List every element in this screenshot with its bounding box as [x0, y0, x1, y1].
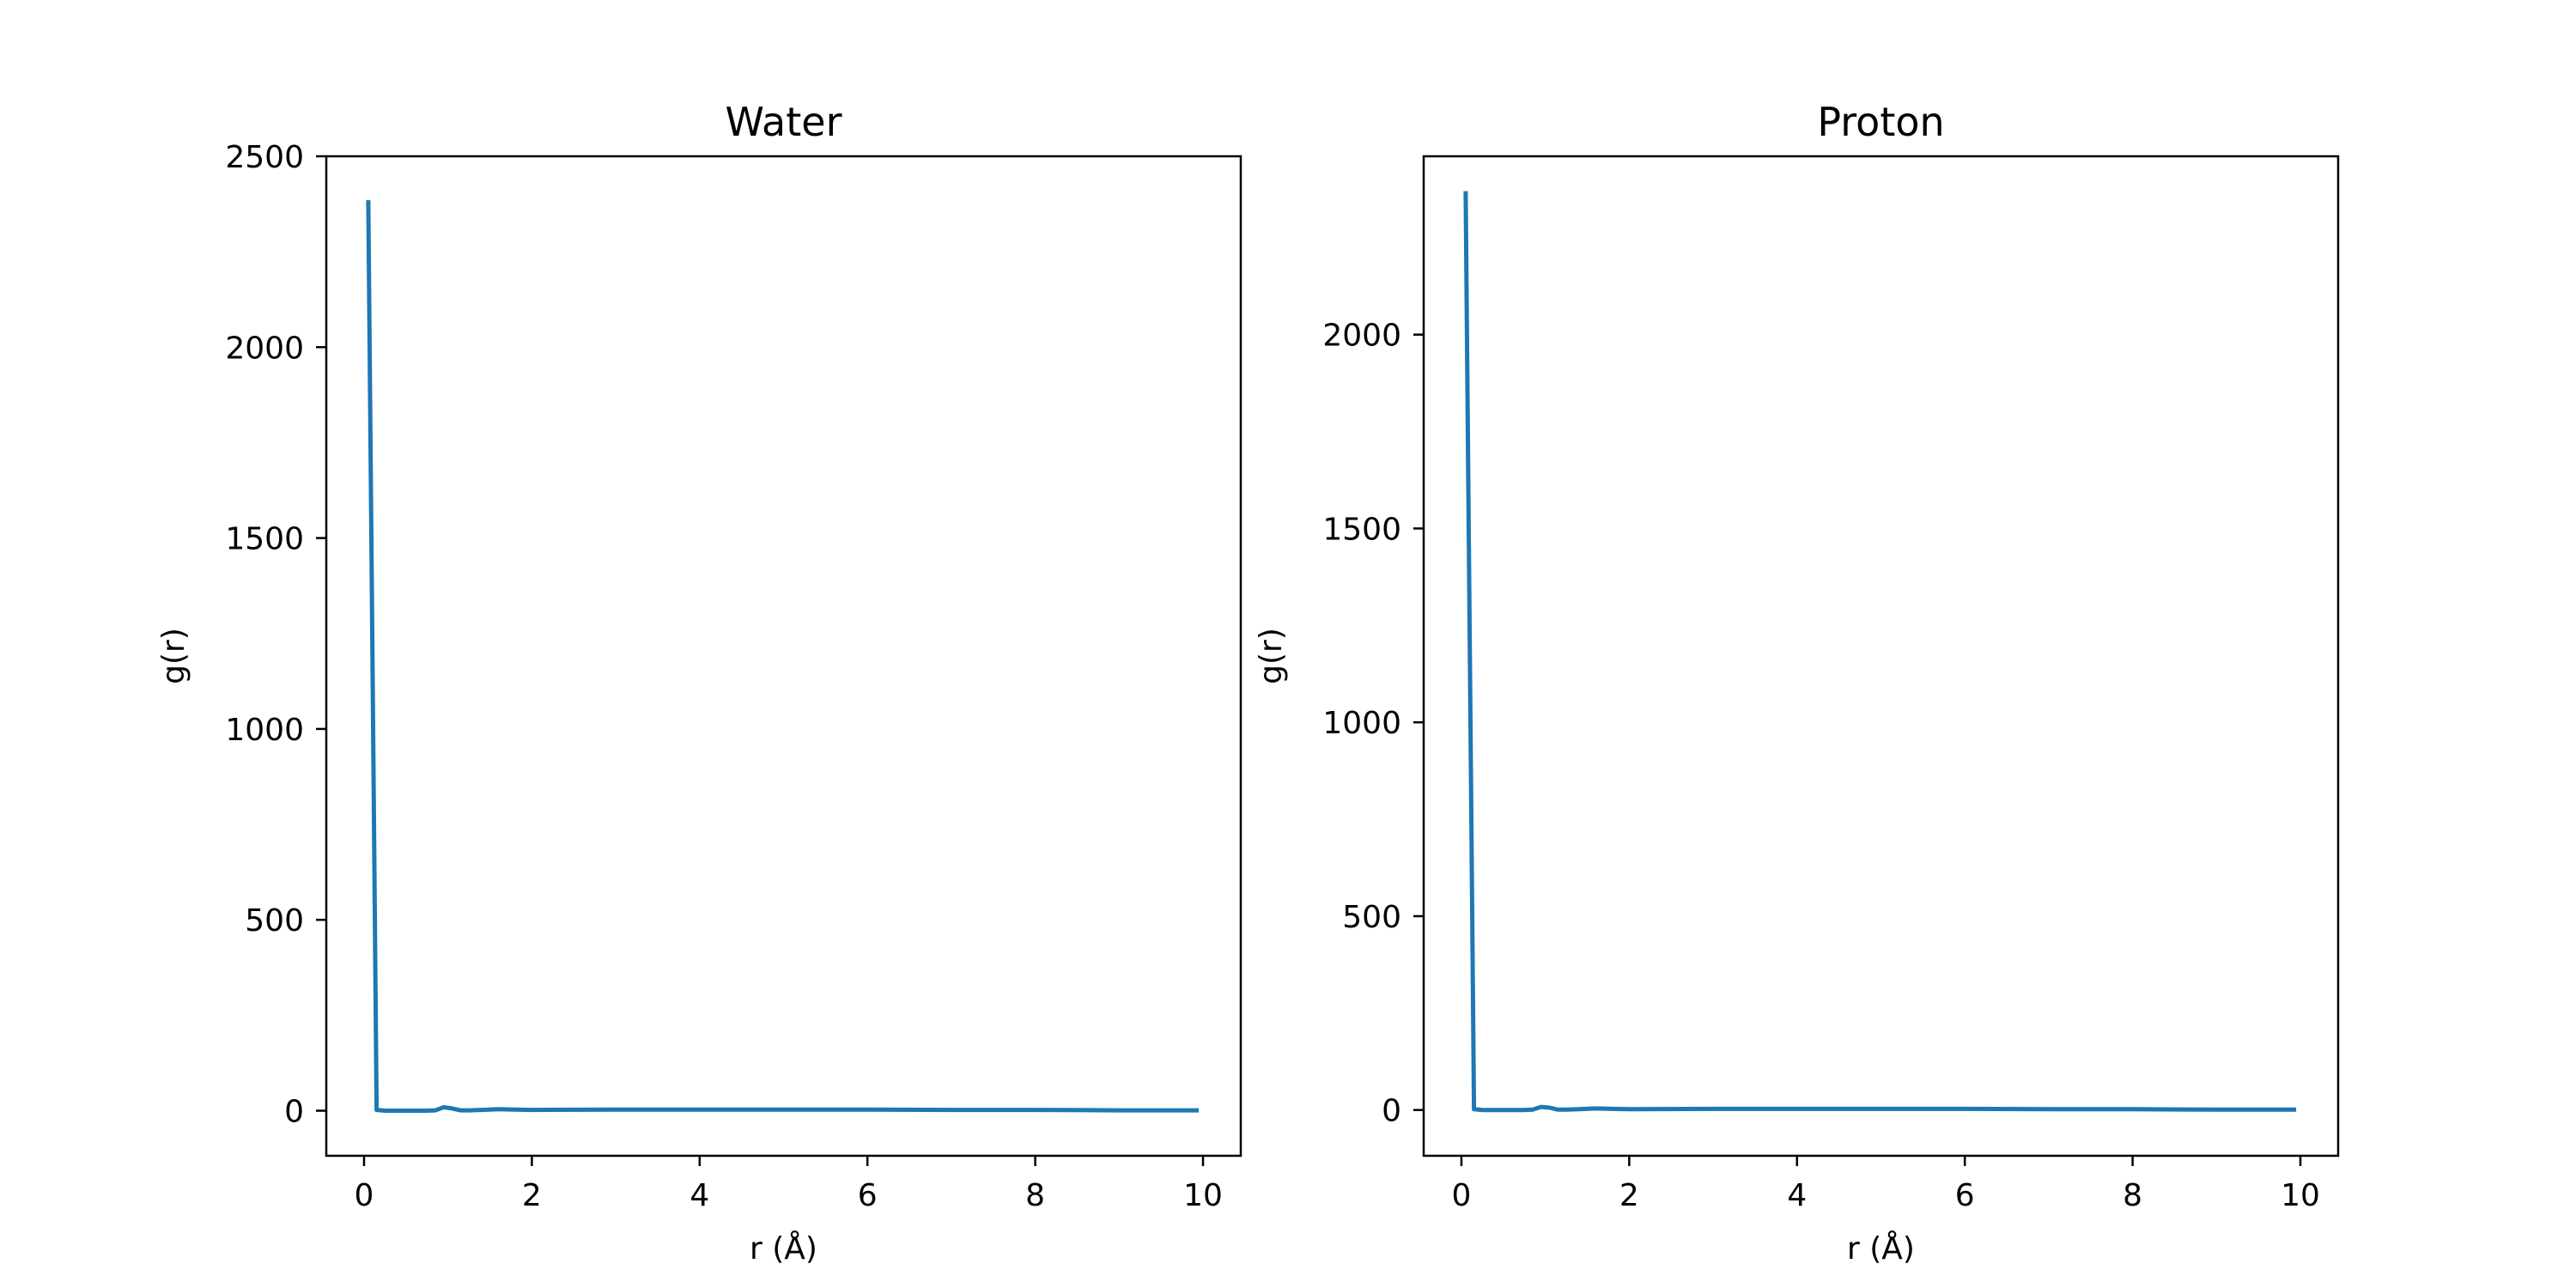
- proton-ylabel: g(r): [1254, 628, 1289, 684]
- water-ylabel: g(r): [156, 628, 191, 684]
- water-x-tick-label: 4: [690, 1178, 709, 1213]
- proton-x-tick-label: 8: [2123, 1178, 2142, 1213]
- water-xlabel: r (Å): [750, 1230, 817, 1267]
- water-panel: Water r (Å) g(r) 0 2 4 6 8 10 0 500 1000 1500 2000…: [156, 99, 1242, 1267]
- water-x-tick-label: 6: [858, 1178, 878, 1213]
- water-y-tick-label: 1500: [225, 522, 304, 557]
- proton-series-line: [1463, 191, 2297, 1113]
- proton-xlabel: r (Å): [1847, 1230, 1915, 1267]
- water-title: Water: [726, 99, 842, 145]
- proton-x-tick-label: 0: [1452, 1178, 1472, 1213]
- proton-x-tick-label: 4: [1787, 1178, 1807, 1213]
- water-x-tick-label: 2: [522, 1178, 542, 1213]
- water-y-tick-label: 1000: [225, 713, 304, 748]
- water-x-tick-label: 10: [1183, 1178, 1223, 1213]
- water-x-tick-label: 0: [355, 1178, 374, 1213]
- water-y-tick-label: 500: [245, 903, 304, 939]
- water-plot-frame: [325, 155, 1242, 1157]
- proton-y-tick-label: 2000: [1322, 319, 1401, 354]
- proton-y-tick-label: 500: [1342, 900, 1401, 935]
- proton-x-tick-label: 2: [1619, 1178, 1639, 1213]
- proton-y-tick-label: 1500: [1322, 512, 1401, 547]
- water-y-tick-label: 0: [284, 1095, 304, 1130]
- proton-panel: Proton r (Å) g(r) 0 2 4 6 8 10 0 500 1000 1500 200…: [1254, 99, 2340, 1267]
- proton-x-tick-label: 6: [1955, 1178, 1975, 1213]
- proton-title: Proton: [1817, 99, 1944, 145]
- proton-plot-frame: [1422, 155, 2340, 1157]
- water-y-tick-label: 2500: [225, 140, 304, 175]
- water-y-tick-label: 2000: [225, 331, 304, 366]
- proton-x-tick-label: 10: [2281, 1178, 2320, 1213]
- water-x-tick-label: 8: [1025, 1178, 1045, 1213]
- water-series-line: [366, 200, 1200, 1113]
- proton-y-tick-label: 1000: [1322, 706, 1401, 741]
- proton-y-tick-label: 0: [1382, 1094, 1401, 1129]
